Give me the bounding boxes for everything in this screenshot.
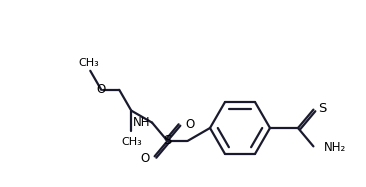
Text: O: O (141, 152, 150, 165)
Text: NH: NH (132, 116, 150, 129)
Text: O: O (185, 118, 195, 131)
Text: S: S (318, 102, 327, 115)
Text: NH₂: NH₂ (324, 141, 346, 154)
Text: CH₃: CH₃ (78, 58, 99, 68)
Text: O: O (97, 83, 106, 96)
Text: CH₃: CH₃ (121, 137, 142, 147)
Text: S: S (163, 134, 172, 148)
